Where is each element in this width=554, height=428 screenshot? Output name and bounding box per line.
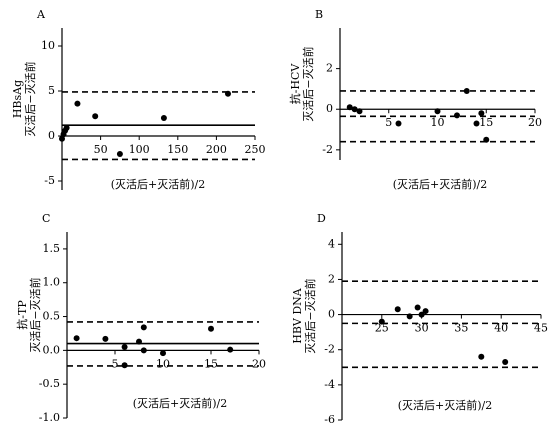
x-tick-label: 150 xyxy=(167,143,188,156)
y-tick-label: -2 xyxy=(324,343,335,356)
y-tick-label: 2 xyxy=(328,272,335,285)
y-axis-label: 灭活后−灭活前 xyxy=(23,61,37,136)
x-axis-label: (灭活后+灭活前)/2 xyxy=(133,396,228,410)
y-tick-label: 0.0 xyxy=(43,343,61,356)
data-point xyxy=(502,359,509,366)
x-tick-label: 50 xyxy=(94,143,108,156)
x-tick-label: 100 xyxy=(129,143,150,156)
x-axis-label: (灭活后+灭活前)/2 xyxy=(111,177,206,191)
panel-letter: C xyxy=(42,212,50,225)
y-axis-label: 灭活后−灭活前 xyxy=(28,277,42,352)
y-tick-label: -2 xyxy=(322,143,333,156)
y-tick-label: -0.5 xyxy=(39,377,60,390)
x-tick-label: 45 xyxy=(534,322,548,335)
y-tick-label: 1.0 xyxy=(43,276,61,289)
data-point xyxy=(140,347,147,354)
y-tick-label: 4 xyxy=(328,237,335,250)
panel-letter: D xyxy=(317,212,326,225)
y-axis-label: HBsAg xyxy=(11,80,24,118)
y-axis-label: 抗-HCV xyxy=(288,63,302,105)
x-tick-label: 15 xyxy=(479,116,493,129)
x-tick-label: 10 xyxy=(156,357,170,370)
data-point xyxy=(121,362,128,369)
data-point xyxy=(406,313,413,320)
y-axis-label: 抗-TP xyxy=(15,300,29,330)
x-tick-label: 20 xyxy=(252,357,266,370)
data-point xyxy=(121,343,128,350)
x-tick-label: 40 xyxy=(494,322,508,335)
data-point xyxy=(73,335,80,342)
data-point xyxy=(395,120,402,127)
panel-letter: A xyxy=(36,8,46,21)
y-tick-label: 0 xyxy=(328,308,335,321)
x-tick-label: 35 xyxy=(454,322,468,335)
data-point xyxy=(74,100,81,107)
x-axis-label: (灭活后+灭活前)/2 xyxy=(393,177,488,191)
data-point xyxy=(136,338,142,345)
y-tick-label: 0 xyxy=(48,129,55,142)
y-tick-label: -4 xyxy=(324,378,335,391)
data-point xyxy=(394,306,401,313)
x-tick-label: 15 xyxy=(204,357,218,370)
data-point xyxy=(473,120,480,127)
y-axis-label: 灭活后−灭活前 xyxy=(301,46,315,121)
data-point xyxy=(160,115,167,121)
data-point xyxy=(463,87,470,94)
data-point xyxy=(351,106,358,113)
x-tick-label: 25 xyxy=(375,322,389,335)
y-tick-label: -5 xyxy=(44,174,55,187)
data-point xyxy=(414,304,421,311)
data-point xyxy=(478,110,485,117)
y-tick-label: 2 xyxy=(326,62,333,75)
x-tick-label: 5 xyxy=(112,357,119,370)
x-tick-label: 5 xyxy=(385,116,392,129)
x-axis-label: (灭活后+灭活前)/2 xyxy=(398,398,493,412)
data-point xyxy=(63,124,70,131)
panel-letter: B xyxy=(315,8,323,21)
x-tick-label: 20 xyxy=(528,116,542,129)
data-point xyxy=(434,108,441,115)
data-point xyxy=(483,136,490,143)
y-tick-label: 1.5 xyxy=(43,242,61,255)
data-point xyxy=(224,90,231,97)
data-point xyxy=(102,335,109,342)
y-axis-label: 灭活后−灭活前 xyxy=(303,278,317,353)
data-point xyxy=(346,104,353,111)
data-point xyxy=(59,135,65,142)
data-point xyxy=(227,346,234,353)
data-point xyxy=(208,325,214,332)
data-point xyxy=(378,318,385,325)
y-tick-label: 0.5 xyxy=(43,310,61,323)
x-tick-label: 10 xyxy=(431,116,445,129)
data-point xyxy=(454,112,460,119)
data-point xyxy=(140,324,147,331)
data-point xyxy=(160,350,166,357)
x-tick-label: 250 xyxy=(245,143,266,156)
y-tick-label: -6 xyxy=(324,413,335,426)
data-point xyxy=(478,353,485,360)
data-point xyxy=(356,108,363,115)
y-tick-label: 0 xyxy=(326,102,333,115)
x-tick-label: 200 xyxy=(206,143,227,156)
data-point xyxy=(418,311,425,318)
y-tick-label: 5 xyxy=(48,84,55,97)
y-tick-label: 10 xyxy=(41,39,55,52)
data-point xyxy=(92,113,99,120)
data-point xyxy=(422,308,429,315)
y-tick-label: -1.0 xyxy=(39,411,60,424)
data-point xyxy=(116,151,123,157)
y-axis-label: HBV DNA xyxy=(291,287,304,344)
x-tick-label: 30 xyxy=(415,322,429,335)
